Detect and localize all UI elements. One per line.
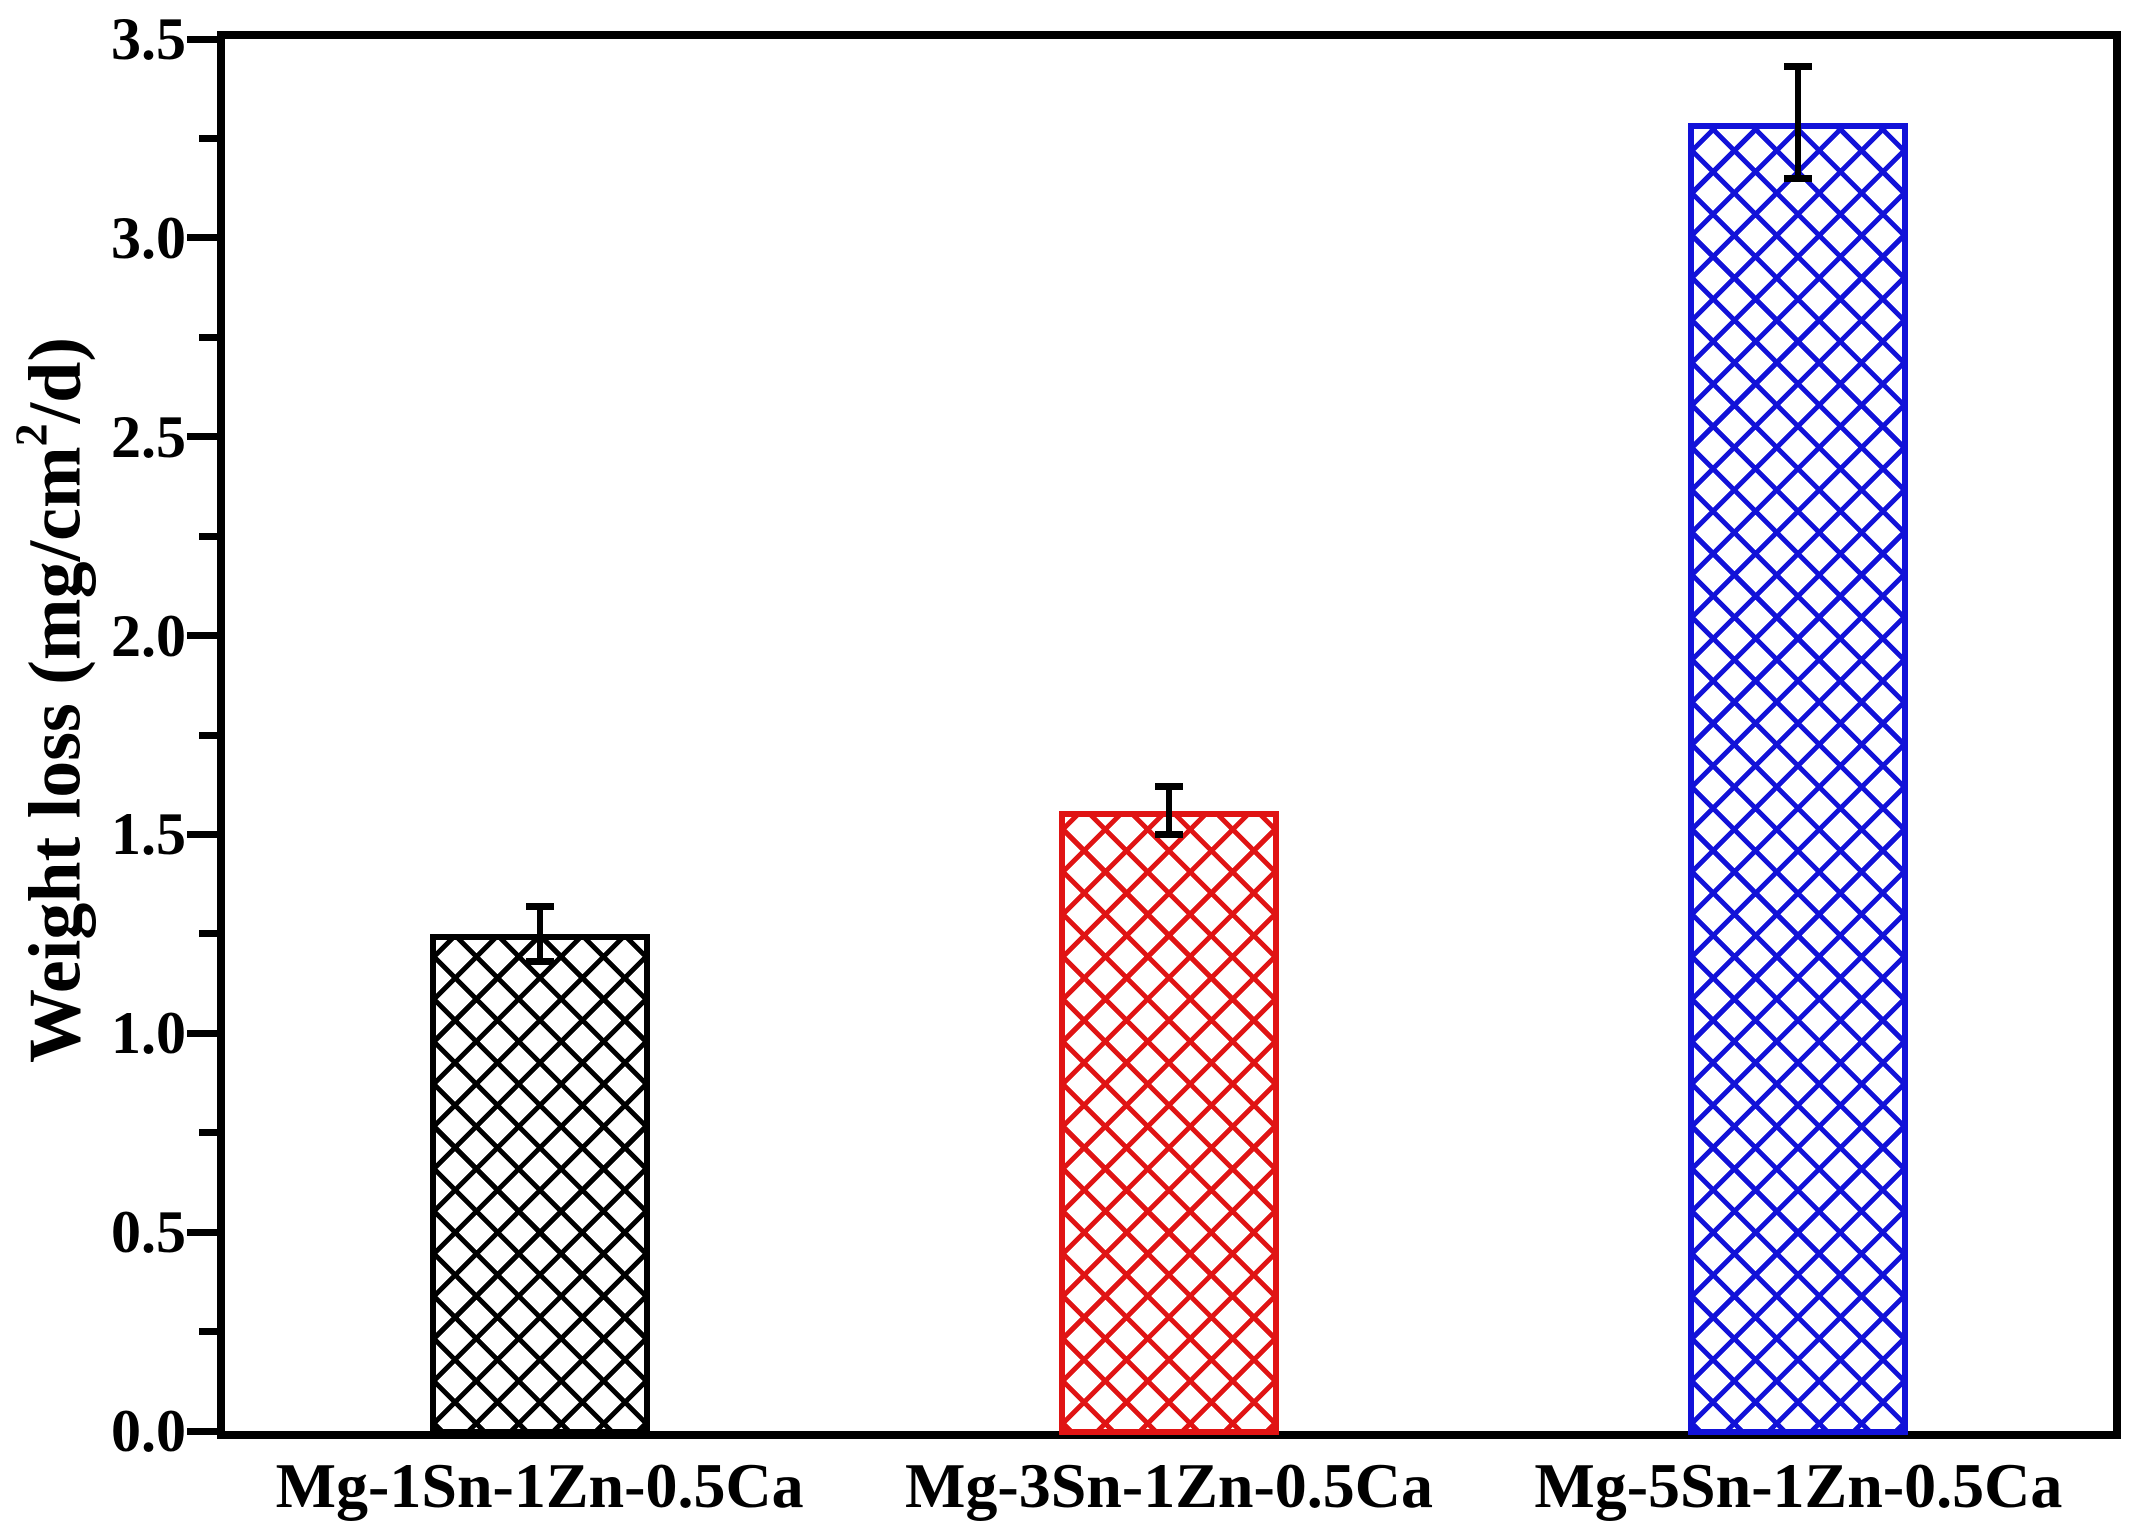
y-tick-label: 2.5 [111, 403, 186, 470]
y-axis-major-tick [187, 234, 219, 242]
y-axis-label-text: Weight loss (mg/cm [14, 446, 97, 1063]
y-axis-major-tick [187, 632, 219, 640]
error-bar-cap-top-3 [1784, 63, 1813, 71]
y-tick-label: 3.5 [111, 6, 186, 72]
y-axis-major-tick [187, 1427, 219, 1435]
y-axis-major-tick [187, 1228, 219, 1236]
error-bar-cap-bottom-2 [1155, 830, 1183, 838]
y-tick-label: 1.5 [111, 801, 186, 868]
error-bar-cap-top-1 [525, 902, 554, 910]
error-bar-line-1 [536, 906, 543, 962]
y-tick-label: 0.0 [111, 1398, 186, 1464]
y-tick-label: 3.0 [111, 204, 186, 271]
error-bar-cap-bottom-1 [525, 958, 554, 966]
y-axis-major-tick [187, 35, 219, 43]
error-bar-cap-top-2 [1155, 783, 1183, 791]
y-tick-label: 0.5 [111, 1199, 186, 1266]
y-axis-major-tick [187, 830, 219, 838]
y-axis-minor-tick [199, 1129, 219, 1137]
bar-1 [429, 933, 650, 1435]
y-axis-minor-tick [199, 1328, 219, 1336]
y-axis-minor-tick [199, 134, 219, 142]
error-bar-line-3 [1795, 66, 1802, 179]
y-axis-minor-tick [199, 532, 219, 540]
y-axis-major-tick [187, 1029, 219, 1037]
x-tick-label-1: Mg-1Sn-1Zn-0.5Ca [275, 1450, 804, 1521]
bar-3 [1688, 122, 1909, 1435]
y-axis-major-tick [187, 433, 219, 441]
y-axis-minor-tick [199, 333, 219, 341]
error-bar-line-2 [1166, 786, 1172, 835]
y-axis-minor-tick [199, 930, 219, 938]
error-bar-cap-bottom-3 [1784, 174, 1813, 182]
y-tick-label: 2.0 [111, 602, 186, 669]
x-tick-label-2: Mg-3Sn-1Zn-0.5Ca [904, 1450, 1434, 1521]
x-tick-label-3: Mg-5Sn-1Zn-0.5Ca [1534, 1450, 2063, 1521]
y-tick-label: 1.0 [111, 1000, 186, 1067]
bar-2 [1059, 810, 1279, 1435]
y-axis-minor-tick [199, 731, 219, 739]
